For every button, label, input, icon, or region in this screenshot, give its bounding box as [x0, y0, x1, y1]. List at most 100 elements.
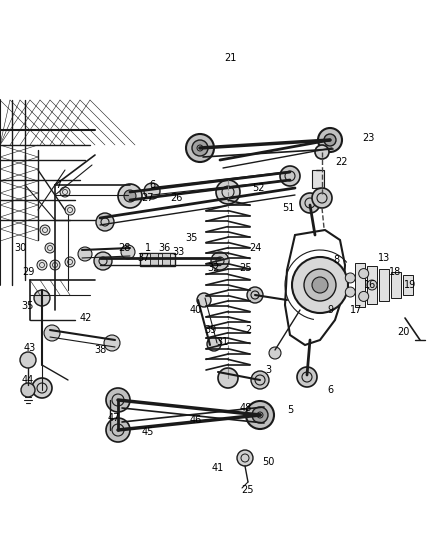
Circle shape: [124, 190, 136, 202]
Text: 36: 36: [158, 243, 170, 253]
Circle shape: [20, 352, 36, 368]
Circle shape: [211, 252, 229, 270]
Text: 24: 24: [249, 243, 261, 253]
Text: 43: 43: [24, 343, 36, 353]
Text: 1: 1: [145, 243, 151, 253]
Text: 50: 50: [262, 457, 274, 467]
Circle shape: [65, 205, 75, 215]
Text: 26: 26: [170, 193, 182, 203]
Circle shape: [118, 184, 142, 208]
Text: 6: 6: [327, 385, 333, 395]
Bar: [312, 170, 324, 188]
Bar: [150, 253, 158, 266]
Circle shape: [60, 187, 70, 197]
Circle shape: [96, 213, 114, 231]
Circle shape: [312, 188, 332, 208]
Circle shape: [32, 378, 52, 398]
Bar: [355, 263, 365, 307]
Text: 8: 8: [333, 255, 339, 265]
Text: 7: 7: [55, 180, 61, 190]
Text: 52: 52: [252, 183, 264, 193]
Circle shape: [192, 140, 208, 156]
Text: 3: 3: [265, 365, 271, 375]
Circle shape: [50, 260, 60, 270]
Circle shape: [106, 388, 130, 412]
Circle shape: [345, 273, 355, 283]
Circle shape: [300, 193, 320, 213]
Circle shape: [312, 277, 328, 293]
Circle shape: [280, 166, 300, 186]
Circle shape: [94, 252, 112, 270]
Circle shape: [144, 183, 160, 199]
Circle shape: [359, 292, 369, 302]
Circle shape: [207, 337, 221, 351]
Bar: [140, 253, 175, 266]
Text: 13: 13: [378, 253, 390, 263]
Text: 33: 33: [172, 247, 184, 257]
Text: 6: 6: [149, 180, 155, 190]
Circle shape: [21, 383, 35, 397]
Text: 25: 25: [242, 485, 254, 495]
Text: 35: 35: [22, 301, 34, 311]
Text: 16: 16: [364, 280, 376, 290]
Bar: [379, 269, 389, 301]
Text: 41: 41: [212, 463, 224, 473]
Text: 20: 20: [397, 327, 409, 337]
Circle shape: [246, 401, 274, 429]
Text: 17: 17: [350, 305, 362, 315]
Text: 5: 5: [287, 405, 293, 415]
Text: 35: 35: [186, 233, 198, 243]
Circle shape: [216, 180, 240, 204]
Bar: [391, 272, 401, 298]
Circle shape: [367, 280, 377, 290]
Text: 39: 39: [204, 325, 216, 335]
Text: 23: 23: [362, 133, 374, 143]
Text: 29: 29: [22, 267, 34, 277]
Circle shape: [324, 134, 336, 146]
Text: 27: 27: [141, 193, 153, 203]
Circle shape: [345, 287, 355, 297]
Text: 19: 19: [404, 280, 416, 290]
Text: 22: 22: [336, 157, 348, 167]
Circle shape: [197, 293, 211, 307]
Text: 31: 31: [216, 337, 228, 347]
Text: 25: 25: [240, 263, 252, 273]
Circle shape: [269, 347, 281, 359]
Circle shape: [318, 128, 342, 152]
Text: 32: 32: [208, 263, 220, 273]
Bar: [403, 275, 413, 295]
Text: 47: 47: [108, 413, 120, 423]
Text: 38: 38: [94, 345, 106, 355]
Circle shape: [121, 245, 135, 259]
Text: 9: 9: [327, 305, 333, 315]
Circle shape: [37, 260, 47, 270]
Text: 45: 45: [142, 427, 154, 437]
Text: 37: 37: [138, 253, 150, 263]
Bar: [162, 253, 170, 266]
Circle shape: [251, 371, 269, 389]
Circle shape: [304, 269, 336, 301]
Text: 48: 48: [240, 403, 252, 413]
Circle shape: [252, 407, 268, 423]
Circle shape: [247, 287, 263, 303]
Circle shape: [218, 368, 238, 388]
Circle shape: [292, 257, 348, 313]
Circle shape: [237, 450, 253, 466]
Circle shape: [65, 257, 75, 267]
Circle shape: [34, 290, 50, 306]
Text: 42: 42: [80, 313, 92, 323]
Circle shape: [45, 243, 55, 253]
Circle shape: [78, 247, 92, 261]
Text: 2: 2: [245, 325, 251, 335]
Text: 18: 18: [389, 267, 401, 277]
Text: 28: 28: [118, 243, 130, 253]
Circle shape: [297, 367, 317, 387]
Text: 46: 46: [190, 415, 202, 425]
Circle shape: [40, 225, 50, 235]
Text: 21: 21: [224, 53, 236, 63]
Text: 40: 40: [190, 305, 202, 315]
Bar: [367, 266, 377, 304]
Text: 44: 44: [22, 375, 34, 385]
Circle shape: [104, 335, 120, 351]
Text: 30: 30: [14, 243, 26, 253]
